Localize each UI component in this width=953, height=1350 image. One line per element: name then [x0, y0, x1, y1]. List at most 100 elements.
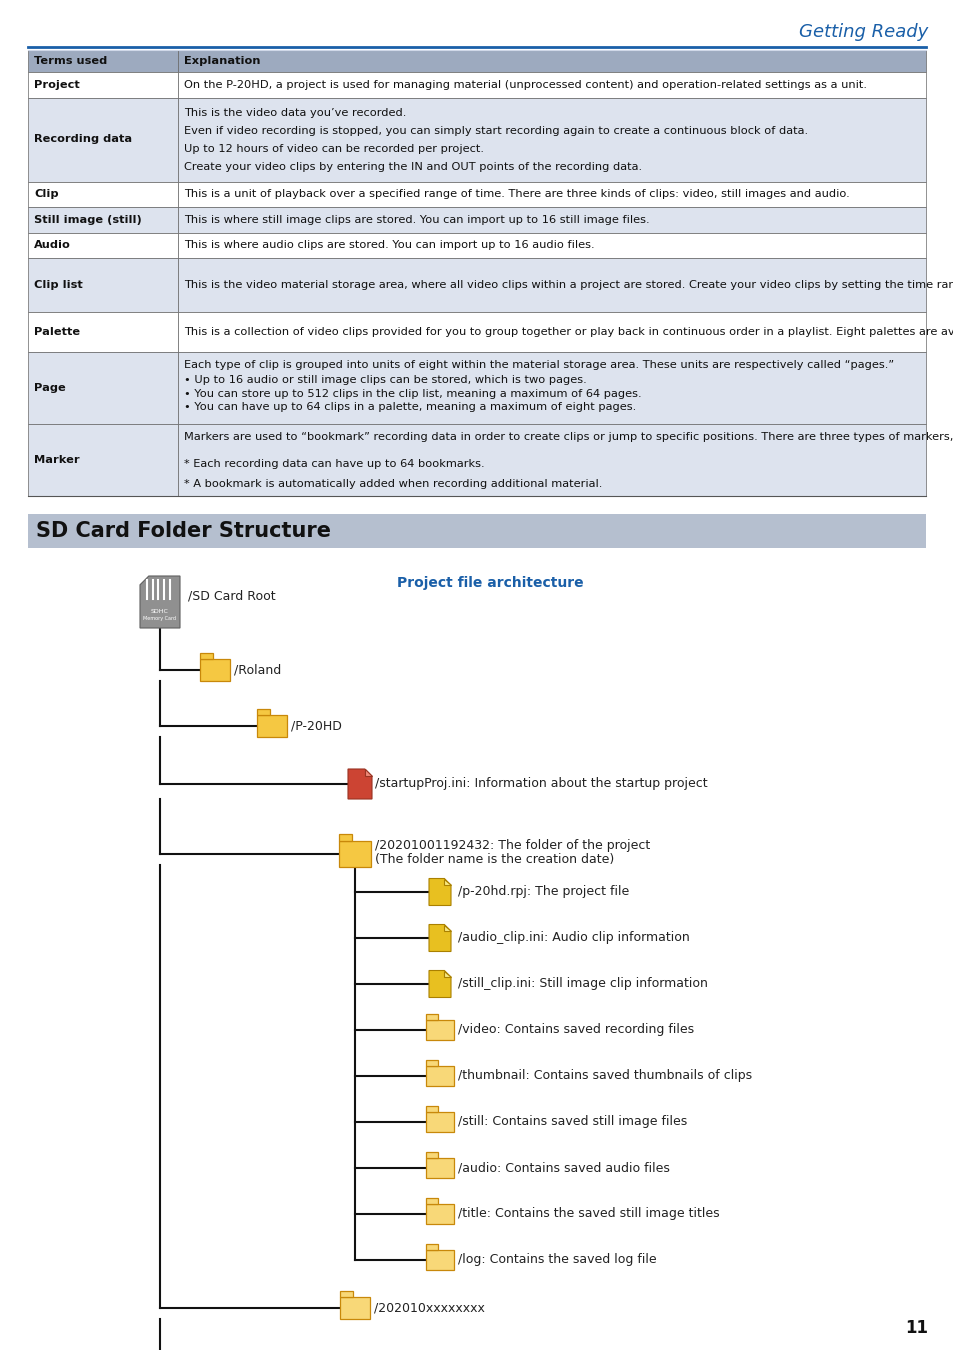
Bar	[28, 50, 178, 72]
Polygon shape	[364, 769, 372, 776]
Text: /SD Card Root: /SD Card Root	[188, 590, 275, 602]
Text: Up to 12 hours of video can be recorded per project.: Up to 12 hours of video can be recorded …	[184, 143, 483, 154]
Text: Project: Project	[34, 80, 80, 89]
Bar	[426, 1014, 437, 1021]
Bar	[338, 841, 371, 867]
Bar	[178, 312, 925, 352]
Text: * A bookmark is automatically added when recording additional material.: * A bookmark is automatically added when…	[184, 479, 601, 489]
Text: Still image (still): Still image (still)	[34, 215, 142, 224]
Bar	[426, 1112, 454, 1133]
Bar	[28, 514, 925, 548]
Bar	[28, 312, 178, 352]
Text: Project file architecture: Project file architecture	[396, 576, 582, 590]
Text: Each type of clip is grouped into units of eight within the material storage are: Each type of clip is grouped into units …	[184, 359, 893, 370]
Polygon shape	[429, 971, 451, 998]
Text: • You can store up to 512 clips in the clip list, meaning a maximum of 64 pages.: • You can store up to 512 clips in the c…	[184, 389, 641, 398]
Polygon shape	[429, 879, 451, 906]
Text: • You can have up to 64 clips in a palette, meaning a maximum of eight pages.: • You can have up to 64 clips in a palet…	[184, 402, 636, 412]
Text: /p-20hd.rpj: The project file: /p-20hd.rpj: The project file	[457, 886, 629, 899]
Text: /log: Contains the saved log file: /log: Contains the saved log file	[457, 1254, 656, 1266]
Text: /P-20HD: /P-20HD	[291, 720, 341, 733]
Bar	[178, 72, 925, 97]
Polygon shape	[140, 576, 180, 628]
Bar	[426, 1250, 454, 1270]
Bar	[28, 207, 178, 232]
Text: Markers are used to “bookmark” recording data in order to create clips or jump t: Markers are used to “bookmark” recording…	[184, 432, 953, 441]
Text: Palette: Palette	[34, 327, 80, 338]
Polygon shape	[444, 879, 451, 886]
Text: * Each recording data can have up to 64 bookmarks.: * Each recording data can have up to 64 …	[184, 459, 484, 468]
Text: /video: Contains saved recording files: /video: Contains saved recording files	[457, 1023, 694, 1037]
Bar	[178, 50, 925, 72]
Bar	[178, 232, 925, 258]
Bar	[426, 1021, 454, 1040]
Bar	[256, 716, 287, 737]
Text: /title: Contains the saved still image titles: /title: Contains the saved still image t…	[457, 1207, 719, 1220]
Text: /audio: Contains saved audio files: /audio: Contains saved audio files	[457, 1161, 669, 1174]
Bar	[178, 97, 925, 181]
Bar	[28, 181, 178, 207]
Text: SDHC: SDHC	[151, 609, 169, 614]
Bar	[28, 352, 178, 424]
Text: /still_clip.ini: Still image clip information: /still_clip.ini: Still image clip inform…	[457, 977, 707, 991]
Text: Page: Page	[34, 383, 66, 393]
Bar	[426, 1204, 454, 1224]
Bar	[178, 207, 925, 232]
Text: This is a collection of video clips provided for you to group together or play b: This is a collection of video clips prov…	[184, 327, 953, 338]
Text: /still: Contains saved still image files: /still: Contains saved still image files	[457, 1115, 686, 1129]
Text: /startupProj.ini: Information about the startup project: /startupProj.ini: Information about the …	[375, 778, 707, 791]
Bar	[28, 232, 178, 258]
Bar	[426, 1245, 437, 1250]
Bar	[426, 1066, 454, 1085]
Bar	[339, 1297, 370, 1319]
Bar	[426, 1199, 437, 1204]
Text: /202010xxxxxxxx: /202010xxxxxxxx	[374, 1301, 484, 1315]
Polygon shape	[348, 769, 372, 799]
Bar	[426, 1153, 437, 1158]
Bar	[426, 1107, 437, 1112]
Text: On the P-20HD, a project is used for managing material (unprocessed content) and: On the P-20HD, a project is used for man…	[184, 80, 866, 89]
Text: /Roland: /Roland	[233, 663, 281, 676]
Text: Clip list: Clip list	[34, 279, 83, 290]
Text: Audio: Audio	[34, 240, 71, 250]
Text: Recording data: Recording data	[34, 135, 132, 144]
Bar	[178, 424, 925, 495]
Bar	[200, 653, 213, 659]
Polygon shape	[429, 925, 451, 952]
Text: /audio_clip.ini: Audio clip information: /audio_clip.ini: Audio clip information	[457, 931, 689, 945]
Text: SD Card Folder Structure: SD Card Folder Structure	[36, 521, 331, 541]
Text: Terms used: Terms used	[34, 55, 107, 66]
Bar	[28, 424, 178, 495]
Text: This is the video material storage area, where all video clips within a project : This is the video material storage area,…	[184, 279, 953, 290]
Bar	[426, 1060, 437, 1066]
Text: This is where still image clips are stored. You can import up to 16 still image : This is where still image clips are stor…	[184, 215, 649, 224]
Bar	[28, 72, 178, 97]
Text: Memory Card: Memory Card	[143, 616, 176, 621]
Bar	[28, 258, 178, 312]
Text: Clip: Clip	[34, 189, 58, 200]
Text: This is a unit of playback over a specified range of time. There are three kinds: This is a unit of playback over a specif…	[184, 189, 849, 200]
Text: Marker: Marker	[34, 455, 79, 464]
Bar	[200, 659, 230, 680]
Text: /20201001192432: The folder of the project: /20201001192432: The folder of the proje…	[375, 838, 650, 852]
Bar	[338, 834, 352, 841]
Text: Getting Ready: Getting Ready	[798, 23, 927, 40]
Bar	[178, 258, 925, 312]
Text: /thumbnail: Contains saved thumbnails of clips: /thumbnail: Contains saved thumbnails of…	[457, 1069, 751, 1083]
Text: This is the video data you’ve recorded.: This is the video data you’ve recorded.	[184, 108, 406, 117]
Text: Create your video clips by entering the IN and OUT points of the recording data.: Create your video clips by entering the …	[184, 162, 641, 171]
Bar	[339, 1291, 353, 1297]
Polygon shape	[444, 925, 451, 932]
Text: • Up to 16 audio or still image clips can be stored, which is two pages.: • Up to 16 audio or still image clips ca…	[184, 375, 586, 385]
Bar	[28, 97, 178, 181]
Bar	[426, 1158, 454, 1179]
Text: (The folder name is the creation date): (The folder name is the creation date)	[375, 852, 614, 865]
Bar	[178, 352, 925, 424]
Bar	[178, 181, 925, 207]
Polygon shape	[444, 971, 451, 977]
Bar	[256, 709, 270, 716]
Text: 11: 11	[904, 1319, 927, 1336]
Text: This is where audio clips are stored. You can import up to 16 audio files.: This is where audio clips are stored. Yo…	[184, 240, 594, 250]
Text: Even if video recording is stopped, you can simply start recording again to crea: Even if video recording is stopped, you …	[184, 126, 807, 135]
Text: Explanation: Explanation	[184, 55, 260, 66]
